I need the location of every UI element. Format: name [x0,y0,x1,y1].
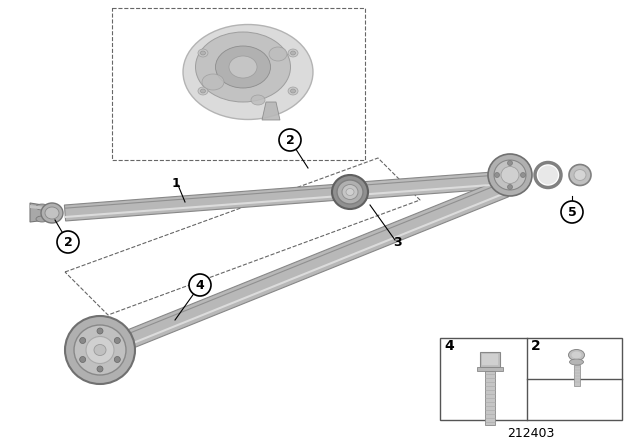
Circle shape [189,274,211,296]
Ellipse shape [342,185,358,199]
Text: 1: 1 [172,177,180,190]
Ellipse shape [570,359,584,365]
Ellipse shape [538,165,558,185]
Polygon shape [30,205,55,211]
Polygon shape [482,354,498,365]
Ellipse shape [291,89,296,93]
Text: 2: 2 [285,134,294,146]
Ellipse shape [495,172,499,177]
Text: 4: 4 [196,279,204,292]
Ellipse shape [569,164,591,185]
Ellipse shape [200,51,205,55]
Ellipse shape [74,325,126,375]
Ellipse shape [501,167,519,184]
Ellipse shape [94,345,106,356]
Ellipse shape [79,357,86,362]
Ellipse shape [97,328,103,334]
Ellipse shape [568,349,584,361]
Ellipse shape [508,185,513,190]
Circle shape [279,129,301,151]
Ellipse shape [494,160,526,190]
Ellipse shape [198,49,208,57]
Ellipse shape [337,180,363,204]
Ellipse shape [291,51,296,55]
Text: 3: 3 [394,236,403,249]
Ellipse shape [572,352,582,358]
Ellipse shape [115,357,120,362]
Ellipse shape [45,207,59,219]
Polygon shape [480,352,500,367]
Polygon shape [262,102,280,120]
Polygon shape [65,184,340,221]
Ellipse shape [346,189,354,195]
Text: 212403: 212403 [508,426,555,439]
Polygon shape [573,365,579,386]
Ellipse shape [332,175,368,209]
Ellipse shape [288,87,298,95]
Ellipse shape [216,46,271,88]
Ellipse shape [183,25,313,120]
Polygon shape [339,172,500,200]
Ellipse shape [79,337,86,344]
Ellipse shape [200,89,205,93]
Ellipse shape [288,49,298,57]
Ellipse shape [198,87,208,95]
Ellipse shape [574,169,586,181]
Polygon shape [30,203,55,222]
Ellipse shape [269,47,287,61]
Text: 5: 5 [568,206,577,219]
Circle shape [57,231,79,253]
Text: 4: 4 [444,339,454,353]
Ellipse shape [520,172,525,177]
Ellipse shape [41,203,63,223]
Text: 2: 2 [531,339,540,353]
Polygon shape [485,371,495,425]
Ellipse shape [36,216,48,222]
Ellipse shape [97,366,103,372]
Ellipse shape [36,204,48,210]
Ellipse shape [86,336,114,363]
Ellipse shape [65,316,135,384]
Circle shape [561,201,583,223]
Polygon shape [477,367,503,371]
Polygon shape [440,338,622,420]
Ellipse shape [251,95,265,105]
Ellipse shape [508,160,513,165]
Polygon shape [104,179,509,357]
Ellipse shape [195,32,291,102]
Ellipse shape [488,154,532,196]
Ellipse shape [229,56,257,78]
Ellipse shape [202,74,224,90]
Text: 2: 2 [63,236,72,249]
Ellipse shape [115,337,120,344]
